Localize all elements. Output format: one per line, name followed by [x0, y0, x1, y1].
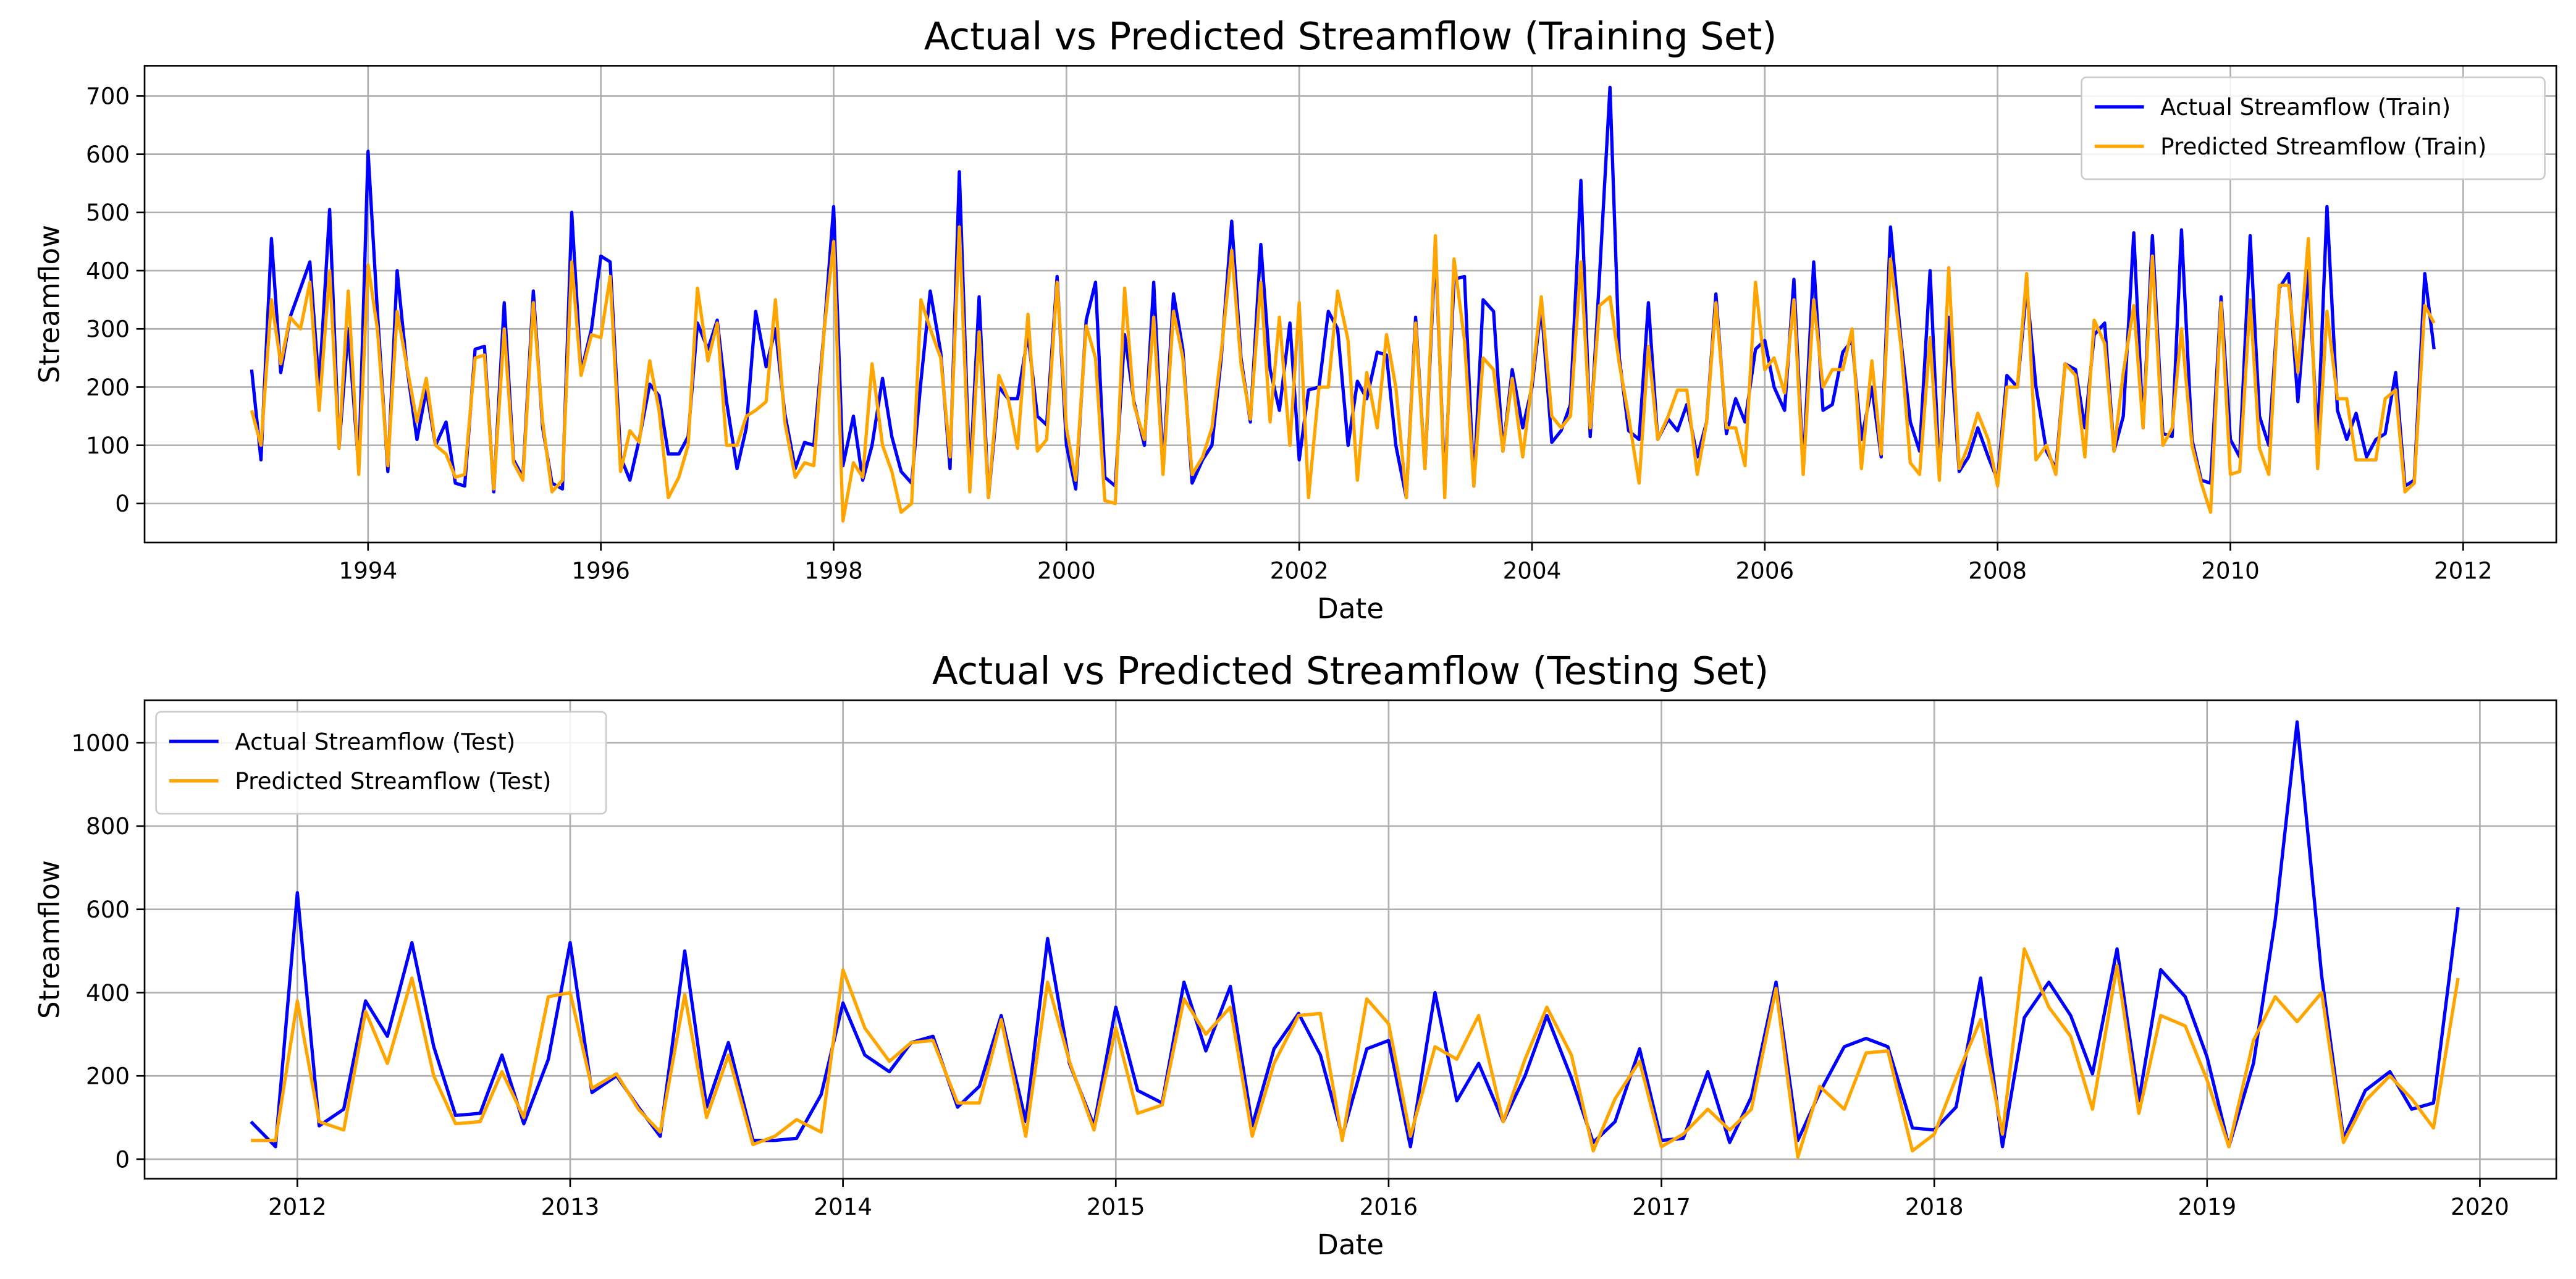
y-axis-label: Streamflow: [33, 860, 66, 1019]
y-tick-label: 1000: [71, 729, 130, 756]
panel: 0 100 200 300 400 500 600 700 1994 1996 1998 2000 20…: [33, 15, 2557, 625]
y-tick-label: 0: [115, 1146, 130, 1173]
x-tick-label: 2019: [2178, 1193, 2236, 1220]
x-tick-label: 2015: [1087, 1193, 1145, 1220]
x-tick-label: 2013: [541, 1193, 600, 1220]
legend-label: Actual Streamflow (Train): [2160, 93, 2451, 120]
x-tick-label: 1998: [804, 557, 863, 585]
legend-box: [2081, 76, 2546, 180]
panel: 0 200 400 600 800 1000 2012 2013 2014 2015 2016 201…: [33, 649, 2557, 1261]
x-axis-label: Date: [1317, 1228, 1384, 1261]
x-tick-label: 2004: [1503, 557, 1562, 585]
y-tick-label: 700: [86, 83, 130, 110]
x-tick-label: 2010: [2201, 557, 2260, 585]
y-tick-label: 500: [86, 199, 130, 226]
x-tick-label: 1996: [571, 557, 630, 585]
series-line: [250, 225, 2436, 523]
x-tick-label: 2014: [814, 1193, 872, 1220]
chart-title: Actual vs Predicted Streamflow (Testing …: [932, 649, 1769, 693]
series-line: [251, 947, 2460, 1159]
x-tick-label: 2000: [1037, 557, 1096, 585]
y-tick-label: 200: [86, 374, 130, 401]
y-tick-label: 0: [115, 490, 130, 517]
legend-label: Predicted Streamflow (Test): [235, 767, 551, 795]
axes-frame: [143, 699, 2557, 1180]
legend-label: Actual Streamflow (Test): [235, 728, 515, 755]
x-tick-label: 2012: [268, 1193, 327, 1220]
y-tick-label: 600: [86, 141, 130, 168]
x-tick-label: 2017: [1632, 1193, 1691, 1220]
legend-box: [155, 711, 607, 815]
x-tick-label: 2008: [1968, 557, 2027, 585]
legend: Actual Streamflow (Test) Predicted Stream…: [155, 711, 607, 815]
y-tick-label: 400: [86, 979, 130, 1007]
y-tick-label: 200: [86, 1063, 130, 1090]
legend-label: Predicted Streamflow (Train): [2160, 133, 2486, 160]
legend: Actual Streamflow (Train) Predicted Strea…: [2081, 76, 2546, 180]
x-tick-label: 2018: [1905, 1193, 1964, 1220]
y-tick-label: 800: [86, 813, 130, 840]
y-tick-label: 100: [86, 432, 130, 459]
x-tick-label: 2016: [1360, 1193, 1418, 1220]
axes-frame: [143, 65, 2557, 544]
y-tick-label: 300: [86, 316, 130, 343]
chart-title: Actual vs Predicted Streamflow (Training…: [924, 15, 1777, 59]
x-axis-label: Date: [1317, 592, 1384, 625]
x-tick-label: 2006: [1735, 557, 1794, 585]
y-axis-label: Streamflow: [33, 225, 66, 384]
x-tick-label: 2012: [2434, 557, 2493, 585]
x-tick-label: 1994: [339, 557, 397, 585]
y-tick-label: 400: [86, 257, 130, 284]
x-tick-label: 2020: [2451, 1193, 2509, 1220]
y-tick-label: 600: [86, 896, 130, 923]
x-tick-label: 2002: [1270, 557, 1329, 585]
